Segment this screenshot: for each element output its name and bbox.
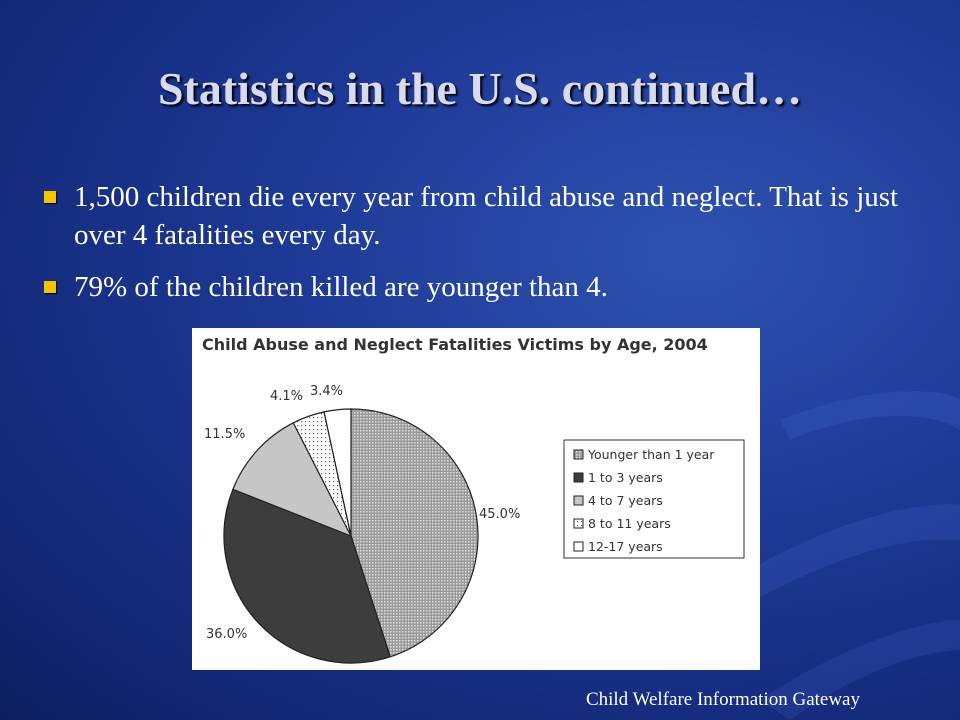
pie-slice xyxy=(223,488,392,664)
bullet-item: 1,500 children die every year from child… xyxy=(44,178,924,254)
pie-slice xyxy=(323,408,352,537)
bullet-item: 79% of the children killed are younger t… xyxy=(44,268,924,306)
slide-title: Statistics in the U.S. continued… xyxy=(157,63,803,114)
bullet-text: 79% of the children killed are younger t… xyxy=(74,271,608,303)
slice-percent-label: 45.0% xyxy=(479,507,520,522)
pie-slice xyxy=(350,408,479,658)
legend-label: 8 to 11 years xyxy=(588,516,671,531)
pie-slices xyxy=(223,408,479,664)
bullet-list: 1,500 children die every year from child… xyxy=(44,178,924,320)
legend-swatch xyxy=(573,472,584,483)
slice-percent-label: 3.4% xyxy=(310,384,343,399)
pie-chart-svg: Child Abuse and Neglect Fatalities Victi… xyxy=(202,335,745,664)
legend-swatch xyxy=(573,449,584,460)
square-bullet-icon xyxy=(44,191,56,203)
legend-swatch xyxy=(573,541,584,552)
legend-label: Younger than 1 year xyxy=(587,447,715,462)
slice-percent-label: 11.5% xyxy=(204,427,245,442)
chart-legend: Younger than 1 year 1 to 3 years 4 to 7 ye… xyxy=(563,439,745,559)
legend-label: 4 to 7 years xyxy=(588,493,663,508)
source-credit: Child Welfare Information Gateway xyxy=(585,689,860,710)
legend-swatch xyxy=(573,495,584,506)
pie-chart-panel: Child Abuse and Neglect Fatalities Victi… xyxy=(192,328,760,670)
chart-title: Child Abuse and Neglect Fatalities Victi… xyxy=(202,335,708,354)
slice-percent-label: 36.0% xyxy=(206,627,247,642)
square-bullet-icon xyxy=(44,281,56,293)
pie-slice xyxy=(232,422,353,538)
legend-label: 1 to 3 years xyxy=(588,470,663,485)
legend-label: 12-17 years xyxy=(588,539,663,554)
slice-percent-label: 4.1% xyxy=(270,389,303,404)
legend-swatch xyxy=(573,518,584,529)
slice-percent-labels: 45.0% 36.0% 11.5% 4.1% 3.4% xyxy=(204,384,520,642)
legend-box xyxy=(563,439,745,559)
bullet-text: 1,500 children die every year from child… xyxy=(74,181,899,251)
